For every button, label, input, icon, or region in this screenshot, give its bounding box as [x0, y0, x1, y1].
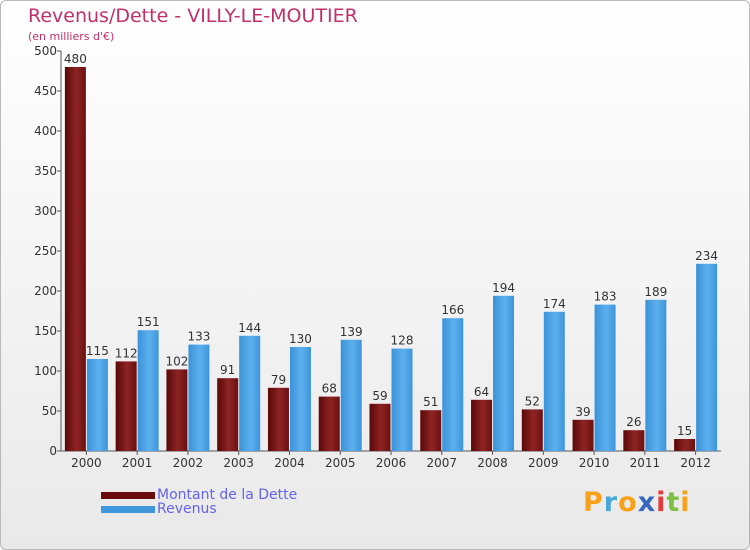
logo-letter: x	[637, 487, 657, 518]
bar-revenue-2003	[239, 335, 261, 451]
data-label-debt-2004: 79	[271, 373, 286, 387]
bar-revenue-2008	[493, 295, 515, 451]
data-label-debt-2006: 59	[372, 389, 387, 403]
y-tick-label: 450	[34, 84, 57, 98]
data-label-revenue-2001: 151	[137, 315, 160, 329]
data-label-debt-2009: 52	[525, 394, 540, 408]
data-label-revenue-2005: 139	[340, 325, 363, 339]
bar-revenue-2005	[340, 339, 362, 451]
x-tick-label: 2005	[325, 456, 356, 470]
bar-debt-2004	[267, 387, 289, 451]
data-label-debt-2011: 26	[626, 415, 641, 429]
y-tick-label: 500	[34, 44, 57, 58]
data-label-revenue-2012: 234	[695, 249, 718, 263]
bar-revenue-2011	[645, 299, 667, 451]
bar-debt-2008	[471, 399, 493, 451]
data-label-debt-2002: 102	[165, 354, 188, 368]
x-tick-label: 2000	[71, 456, 102, 470]
y-tick-label: 50	[42, 404, 57, 418]
data-label-debt-2003: 91	[220, 363, 235, 377]
bar-revenue-2002	[188, 344, 210, 451]
bar-debt-2000	[64, 67, 86, 451]
data-label-debt-2012: 15	[677, 424, 692, 438]
data-label-debt-2000: 480	[64, 52, 87, 66]
data-label-debt-2001: 112	[115, 346, 138, 360]
x-tick-label: 2006	[376, 456, 407, 470]
data-label-revenue-2011: 189	[644, 285, 667, 299]
y-tick-label: 250	[34, 244, 57, 258]
data-label-debt-2007: 51	[423, 395, 438, 409]
y-tick-label: 300	[34, 204, 57, 218]
x-tick-label: 2009	[528, 456, 559, 470]
chart-subtitle: (en milliers d'€)	[28, 30, 115, 43]
data-label-revenue-2007: 166	[441, 303, 464, 317]
legend-label-debt: Montant de la Dette	[157, 487, 298, 503]
y-tick-label: 350	[34, 164, 57, 178]
bar-debt-2006	[369, 403, 391, 451]
logo-letter: i	[656, 487, 667, 518]
bar-revenue-2009	[543, 311, 565, 451]
x-tick-label: 2008	[477, 456, 508, 470]
bar-debt-2012	[674, 439, 696, 451]
data-label-revenue-2010: 183	[594, 290, 617, 304]
legend-swatch-revenue	[101, 505, 155, 513]
x-tick-label: 2003	[223, 456, 254, 470]
logo-letter: r	[603, 487, 619, 518]
legend-item-debt: Montant de la Dette	[101, 487, 297, 503]
data-label-revenue-2002: 133	[187, 330, 210, 344]
data-label-revenue-2000: 115	[86, 344, 109, 358]
x-tick-label: 2007	[426, 456, 457, 470]
data-label-revenue-2003: 144	[238, 321, 261, 335]
data-label-debt-2010: 39	[575, 405, 590, 419]
proxiti-logo: Proxiti	[583, 487, 691, 518]
data-label-revenue-2006: 128	[391, 334, 414, 348]
y-tick-label: 400	[34, 124, 57, 138]
bar-revenue-2007	[442, 318, 464, 451]
bar-revenue-2012	[696, 263, 718, 451]
bar-debt-2011	[623, 430, 645, 451]
bar-debt-2002	[166, 369, 188, 451]
y-tick-label: 150	[34, 324, 57, 338]
data-label-revenue-2008: 194	[492, 281, 515, 295]
legend-swatch-debt	[101, 491, 155, 499]
bar-revenue-2006	[391, 348, 413, 451]
bar-debt-2005	[318, 396, 340, 451]
bar-revenue-2001	[137, 330, 159, 451]
x-tick-label: 2012	[680, 456, 711, 470]
logo-letter: i	[680, 487, 691, 518]
bar-revenue-2004	[289, 347, 311, 451]
logo-letter: P	[583, 487, 604, 518]
y-tick-label: 200	[34, 284, 57, 298]
bar-revenue-2000	[86, 359, 108, 451]
legend-label-revenue: Revenus	[157, 501, 217, 517]
logo-letter: o	[618, 487, 638, 518]
data-label-revenue-2004: 130	[289, 332, 312, 346]
bar-debt-2010	[572, 419, 594, 451]
x-tick-label: 2004	[274, 456, 305, 470]
bar-debt-2001	[115, 361, 137, 451]
data-label-debt-2008: 64	[474, 385, 489, 399]
chart-title: Revenus/Dette - VILLY-LE-MOUTIER	[28, 5, 358, 27]
data-labels: 480 115 112 151 102 133 91 144 79 130 68 139 59 128 51…	[64, 52, 718, 438]
bar-debt-2003	[217, 378, 239, 451]
bar-debt-2009	[521, 409, 543, 451]
data-label-revenue-2009: 174	[543, 297, 566, 311]
x-tick-label: 2001	[122, 456, 153, 470]
y-tick-label: 100	[34, 364, 57, 378]
x-tick-label: 2002	[173, 456, 204, 470]
data-label-debt-2005: 68	[322, 382, 337, 396]
bar-debt-2007	[420, 410, 442, 451]
legend-item-revenue: Revenus	[101, 501, 217, 517]
x-tick-label: 2011	[630, 456, 661, 470]
y-tick-label: 0	[49, 444, 57, 458]
bars	[64, 67, 718, 451]
x-tick-label: 2010	[579, 456, 610, 470]
logo-letter: t	[666, 487, 681, 518]
bar-revenue-2010	[594, 304, 616, 451]
